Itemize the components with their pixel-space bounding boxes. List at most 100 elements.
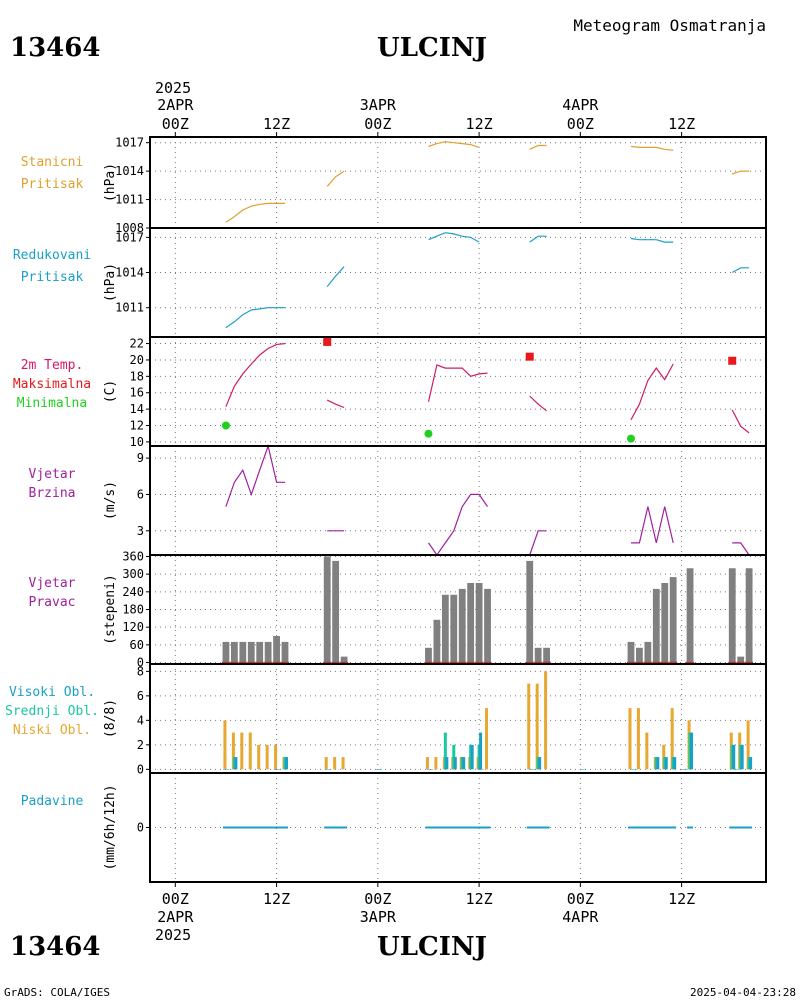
min-temp-marker: [221, 421, 230, 430]
panel-label: Vjetar: [29, 576, 76, 591]
time-tick-label: 00Z: [364, 115, 391, 133]
y-tick-label: 6: [137, 487, 144, 501]
wind-direction-bar: [458, 588, 466, 663]
wind-direction-bar: [627, 641, 635, 663]
time-tick-label: 00Z: [364, 890, 391, 908]
low-cloud-bar: [265, 744, 269, 770]
wind-direction-bar: [728, 568, 736, 663]
series-line: [631, 506, 674, 544]
low-cloud-bar: [527, 683, 531, 770]
series-line: [225, 202, 285, 223]
header-station-id: 13464: [10, 33, 100, 63]
wind-direction-bar: [230, 641, 238, 663]
time-tick-label: 00Z: [162, 115, 189, 133]
wind-direction-bar: [669, 577, 677, 663]
panel-frame: [149, 136, 767, 229]
series-line: [427, 364, 488, 402]
y-tick-label: 1011: [115, 301, 144, 315]
wind-direction-bar: [543, 647, 551, 663]
wind-direction-bar: [222, 641, 230, 663]
series-line: [529, 530, 547, 556]
y-tick-label: 1017: [115, 230, 144, 244]
y-tick-label: 2: [137, 738, 144, 752]
y-tick-label: 9: [137, 451, 144, 465]
wind-direction-bar: [686, 568, 694, 663]
low-cloud-bar: [485, 708, 489, 770]
panel-label: Stanicni: [21, 155, 84, 170]
footer-year: 2025: [155, 926, 191, 944]
low-cloud-bar: [324, 757, 328, 770]
max-temp-marker: [728, 356, 737, 365]
wind-direction-bar: [256, 641, 264, 663]
y-tick-label: 240: [122, 585, 144, 599]
y-axis-title: (8/8): [103, 699, 118, 738]
wind-direction-bar: [475, 582, 483, 663]
time-tick-label: 00Z: [567, 890, 594, 908]
y-tick-label: 1008: [115, 221, 144, 235]
wind-direction-bar: [450, 594, 458, 663]
high-cloud-bar: [462, 757, 466, 770]
panel-label: Niski Obl.: [13, 723, 91, 738]
y-tick-label: 10: [130, 435, 144, 449]
y-tick-label: 3: [137, 524, 144, 538]
y-axis-title: (m/s): [103, 481, 118, 520]
wind-direction-bar: [661, 582, 669, 663]
header-product-title: Meteogram Osmatranja: [573, 16, 766, 35]
series-line: [731, 409, 750, 434]
wind-direction-bar: [281, 641, 289, 663]
panel-label: 2m Temp.: [21, 358, 84, 373]
series-line: [630, 145, 674, 151]
y-tick-label: 16: [130, 386, 144, 400]
high-cloud-bar: [664, 757, 668, 770]
wind-direction-bar: [644, 641, 652, 663]
low-cloud-bar: [274, 744, 278, 770]
y-tick-label: 6: [137, 689, 144, 703]
y-tick-label: 60: [130, 638, 144, 652]
panel-frame: [149, 227, 767, 338]
low-cloud-bar: [257, 744, 261, 770]
y-tick-label: 180: [122, 603, 144, 617]
high-cloud-bar: [673, 757, 677, 770]
time-date-label: 3APR: [360, 908, 397, 926]
y-axis-title: (hPa): [103, 263, 118, 302]
series-line: [732, 542, 750, 556]
wind-direction-bar: [273, 636, 280, 663]
high-cloud-bar: [732, 744, 736, 770]
y-tick-label: 1014: [115, 266, 144, 280]
y-axis-title: (C): [103, 380, 118, 403]
time-axis-top: 00Z 12Z 00Z 12Z 00Z 12Z 2APR 3APR 4APR: [157, 96, 695, 137]
y-axis-title: (hPa): [103, 163, 118, 202]
time-date-label: 4APR: [562, 908, 599, 926]
high-cloud-bar: [234, 757, 238, 770]
y-tick-label: 8: [137, 664, 144, 678]
time-date-label: 4APR: [562, 96, 599, 114]
panel-wind_direction: 0 60 120 180 240 300 360 Vjetar Pravac (stepeni): [29, 549, 767, 670]
series-line: [630, 363, 674, 421]
panel-temperature: 10 12 14 16 18 20 22 2m Temp. Maksimalna Minimaln…: [13, 336, 767, 449]
time-tick-label: 12Z: [668, 890, 695, 908]
high-cloud-bar: [749, 757, 753, 770]
panel-label: Pritisak: [21, 270, 84, 285]
time-date-label: 2APR: [157, 96, 194, 114]
series-line: [428, 141, 480, 148]
y-tick-label: 12: [130, 419, 144, 433]
footer-station-name: ULCINJ: [377, 932, 487, 962]
wind-direction-bar: [332, 560, 340, 663]
min-temp-marker: [626, 434, 635, 443]
time-tick-label: 12Z: [466, 890, 493, 908]
low-cloud-bar: [240, 732, 244, 770]
panel-label: Brzina: [29, 486, 76, 501]
mid-cloud-bar: [443, 732, 447, 770]
time-date-label: 2APR: [157, 908, 194, 926]
series-line: [326, 266, 345, 287]
max-temp-marker: [323, 337, 332, 346]
time-tick-label: 12Z: [668, 115, 695, 133]
wind-direction-bar: [433, 619, 441, 663]
header-year: 2025: [155, 79, 191, 97]
y-tick-label: 14: [130, 402, 144, 416]
low-cloud-bar: [425, 757, 429, 770]
footer-timestamp: 2025-04-04-23:28: [690, 986, 796, 999]
y-axis-title: (stepeni): [103, 574, 118, 644]
